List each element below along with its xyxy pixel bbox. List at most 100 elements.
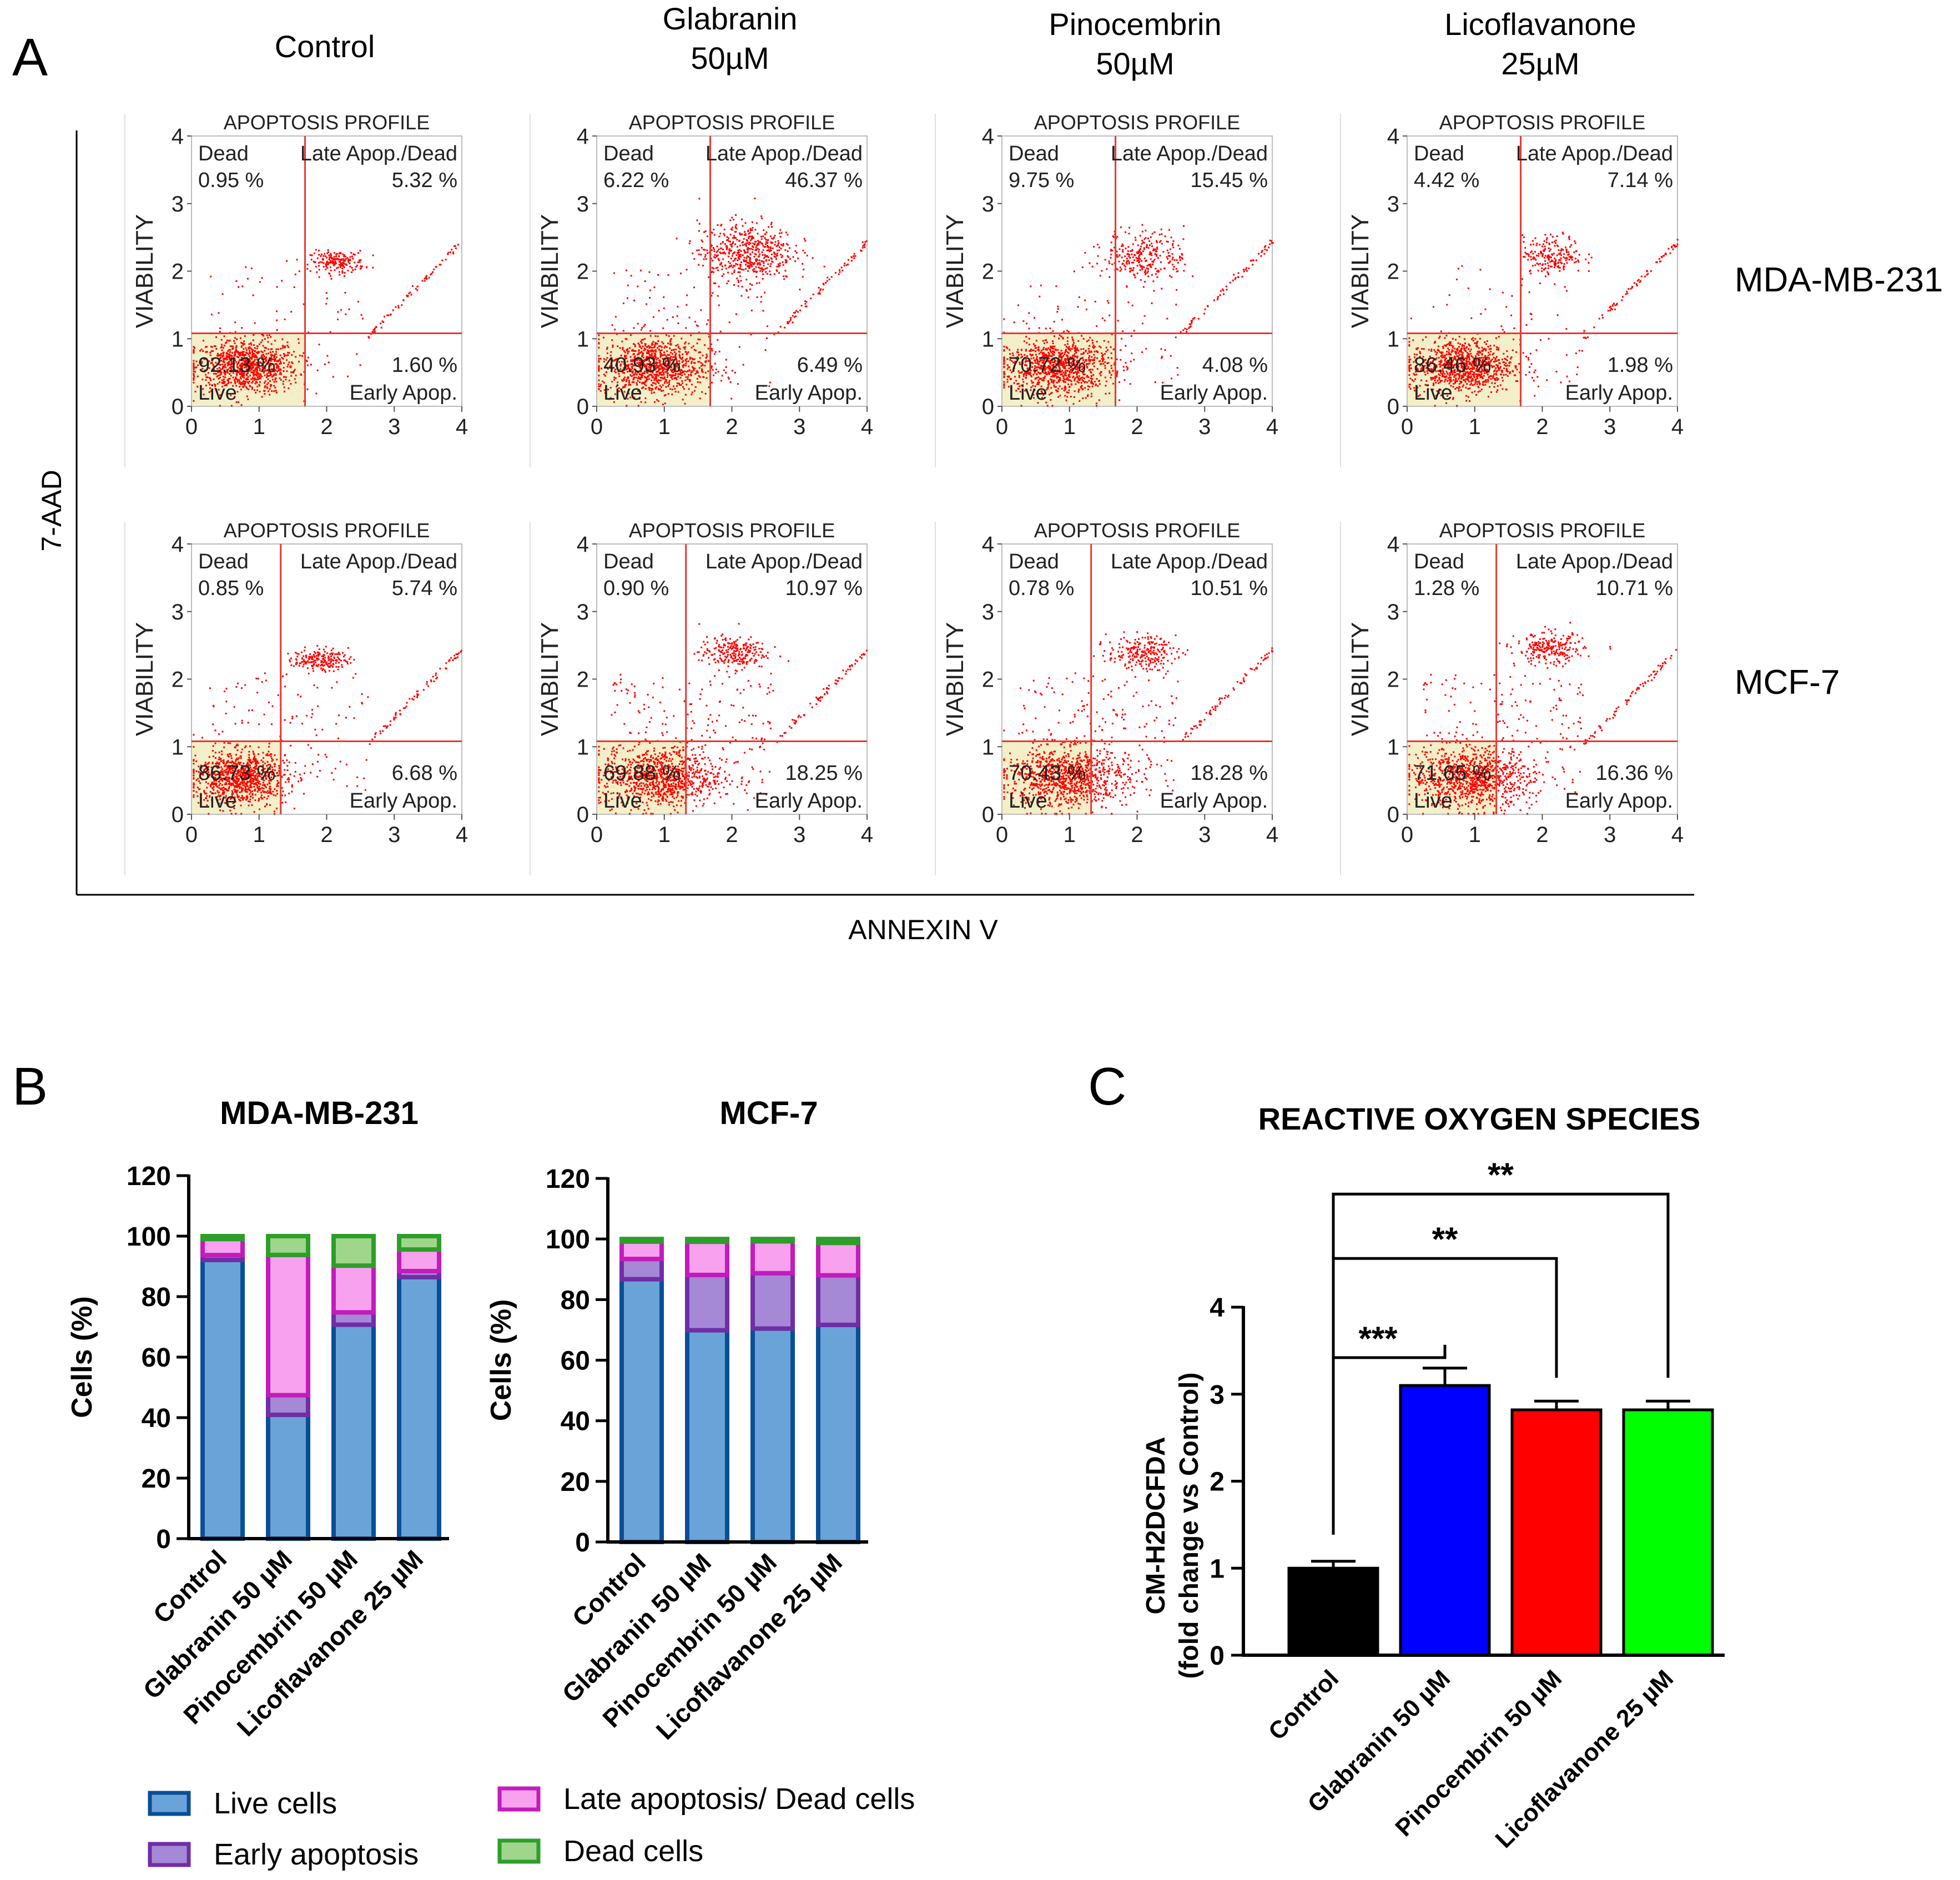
event-point	[1050, 347, 1052, 349]
event-point	[1042, 362, 1044, 364]
event-point	[1090, 375, 1092, 377]
event-point	[812, 257, 814, 259]
event-point	[1060, 359, 1062, 361]
event-point	[677, 376, 679, 378]
event-point	[1533, 380, 1535, 382]
event-point	[1056, 381, 1058, 384]
event-point	[1064, 357, 1066, 360]
event-point	[1047, 386, 1049, 388]
event-point	[834, 272, 837, 274]
event-point	[283, 380, 284, 382]
event-point	[716, 251, 718, 253]
event-point	[667, 393, 669, 395]
event-point	[1097, 385, 1099, 387]
event-point	[1488, 396, 1489, 397]
event-point	[1447, 365, 1449, 367]
event-point	[1052, 369, 1055, 371]
event-point	[703, 258, 705, 260]
event-point	[1071, 383, 1073, 385]
event-point	[347, 261, 350, 263]
event-point	[669, 351, 672, 354]
event-point	[221, 293, 224, 295]
event-point	[1144, 281, 1146, 283]
event-point	[244, 371, 246, 373]
event-point	[256, 359, 258, 361]
x-tick-label: 1	[253, 415, 265, 439]
event-point	[223, 381, 225, 383]
event-point	[657, 370, 659, 372]
event-point	[643, 359, 645, 361]
event-point	[223, 379, 225, 380]
event-point	[1172, 240, 1175, 242]
event-point	[742, 241, 744, 243]
event-point	[662, 363, 664, 365]
event-point	[243, 380, 245, 382]
event-point	[229, 366, 231, 369]
event-point	[255, 355, 257, 357]
event-point	[619, 365, 622, 367]
event-point	[256, 368, 258, 370]
event-point	[1219, 294, 1221, 296]
event-point	[728, 251, 730, 254]
event-point	[1456, 380, 1458, 382]
event-point	[352, 258, 354, 260]
event-point	[1126, 286, 1128, 288]
event-point	[384, 315, 386, 317]
event-point	[235, 345, 238, 347]
event-point	[737, 264, 739, 265]
event-point	[1087, 363, 1090, 365]
event-point	[694, 386, 697, 388]
event-point	[661, 349, 663, 351]
event-point	[360, 267, 362, 269]
panel-a: A ControlGlabranin50µMPinocembrin50µMLic…	[12, 1, 1943, 945]
event-point	[1017, 349, 1019, 351]
event-point	[319, 261, 321, 263]
event-point	[765, 259, 768, 261]
event-point	[433, 268, 435, 270]
event-point	[1047, 371, 1050, 373]
event-point	[1498, 362, 1500, 364]
event-point	[627, 348, 629, 350]
event-point	[235, 349, 237, 351]
event-point	[256, 345, 259, 347]
event-point	[760, 243, 763, 245]
event-point	[1048, 353, 1050, 355]
event-point	[1124, 255, 1126, 258]
event-point	[227, 368, 229, 370]
event-point	[1133, 274, 1136, 276]
event-point	[1485, 348, 1487, 350]
event-point	[1171, 276, 1173, 278]
event-point	[714, 362, 716, 365]
event-point	[1049, 361, 1051, 363]
event-point	[624, 366, 627, 368]
event-point	[854, 255, 856, 257]
event-point	[1489, 362, 1491, 364]
event-point	[611, 339, 613, 341]
event-point	[1034, 378, 1036, 380]
event-point	[230, 360, 233, 362]
event-point	[1076, 355, 1079, 357]
event-point	[1067, 352, 1070, 354]
event-point	[756, 259, 758, 261]
event-point	[674, 370, 676, 372]
event-point	[1047, 355, 1050, 357]
event-point	[739, 234, 742, 236]
event-point	[713, 282, 715, 284]
event-point	[767, 245, 769, 247]
event-point	[1096, 378, 1098, 380]
event-point	[1128, 261, 1130, 263]
event-point	[356, 353, 358, 355]
event-point	[1156, 270, 1158, 273]
event-point	[1497, 359, 1499, 361]
event-point	[670, 376, 672, 379]
event-point	[1128, 226, 1131, 229]
event-point	[1075, 371, 1077, 373]
event-point	[649, 296, 651, 299]
event-point	[1054, 379, 1056, 381]
event-point	[210, 314, 213, 316]
event-point	[286, 354, 288, 356]
event-point	[1145, 246, 1147, 249]
event-point	[1009, 369, 1011, 371]
event-point	[627, 366, 629, 369]
